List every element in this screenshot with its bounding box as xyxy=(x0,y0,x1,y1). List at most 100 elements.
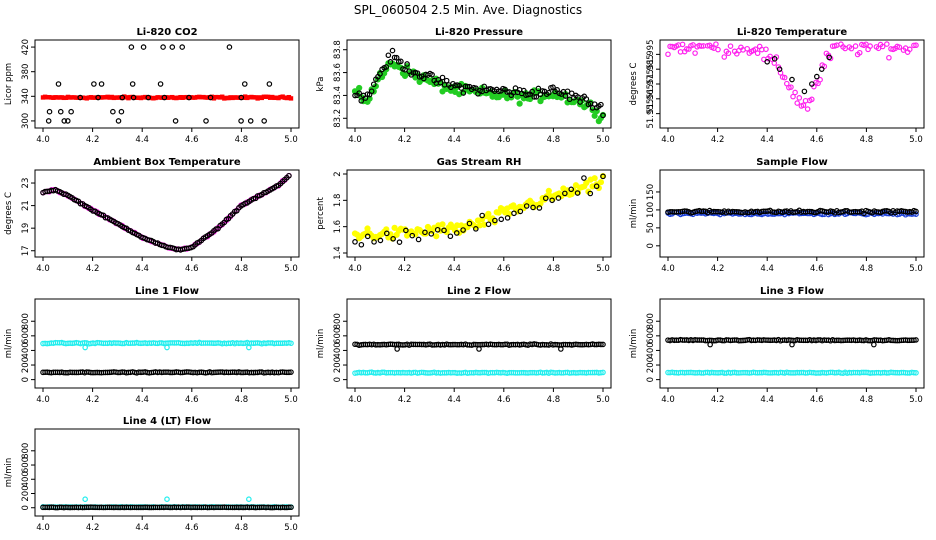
x-tick-label: 4.2 xyxy=(86,135,100,145)
data-point xyxy=(558,346,564,352)
data-point xyxy=(679,41,686,48)
data-point xyxy=(246,344,252,351)
data-point xyxy=(394,346,400,352)
data-point xyxy=(415,236,422,243)
y-tick-label: 800 xyxy=(21,443,31,459)
panel-title: Sample Flow xyxy=(756,157,828,168)
data-point xyxy=(545,187,552,194)
panel-title: Gas Stream RH xyxy=(437,157,522,168)
data-point xyxy=(288,504,294,511)
data-point xyxy=(600,369,606,376)
data-point xyxy=(598,101,604,108)
data-point xyxy=(600,112,606,119)
data-point xyxy=(179,44,186,50)
data-point xyxy=(460,227,466,233)
data-point xyxy=(130,94,137,101)
series-overlay xyxy=(665,207,919,217)
data-point xyxy=(587,190,594,197)
series-primary xyxy=(40,339,294,351)
data-point xyxy=(460,90,467,96)
x-tick-label: 4.4 xyxy=(135,135,149,145)
data-point xyxy=(140,44,147,50)
x-tick-label: 5.0 xyxy=(909,264,923,274)
plot-frame xyxy=(34,39,300,129)
data-point xyxy=(368,88,375,95)
data-point xyxy=(530,204,536,211)
data-point xyxy=(377,237,384,244)
x-tick-label: 4.8 xyxy=(547,135,561,145)
x-tick-label: 4.4 xyxy=(760,395,774,405)
y-tick-label: 400 xyxy=(646,342,656,358)
data-point xyxy=(61,118,68,124)
y-tick-label: 0 xyxy=(21,377,31,382)
y-tick-label: 19 xyxy=(21,223,31,234)
data-point xyxy=(794,100,801,106)
data-point xyxy=(385,52,392,59)
data-point xyxy=(809,81,815,87)
data-point xyxy=(555,195,562,201)
data-point xyxy=(65,118,71,124)
data-point xyxy=(913,370,919,376)
x-tick-label: 5.0 xyxy=(284,395,298,405)
y-tick-label: 83.2 xyxy=(333,109,343,128)
data-point xyxy=(591,175,598,182)
data-point xyxy=(504,89,510,95)
data-point xyxy=(98,81,105,87)
data-point xyxy=(597,179,605,186)
data-point xyxy=(913,42,919,49)
series-primary xyxy=(40,172,292,253)
data-point xyxy=(46,108,53,115)
series-overlay xyxy=(40,172,292,253)
x-tick-label: 5.0 xyxy=(596,264,610,274)
data-point xyxy=(250,195,257,202)
x-tick-label: 4.8 xyxy=(547,264,561,274)
data-point xyxy=(485,210,492,217)
data-point xyxy=(129,81,136,87)
x-tick-label: 4.2 xyxy=(711,135,725,145)
series-primary xyxy=(665,41,919,112)
x-tick-label: 4.4 xyxy=(447,395,461,405)
x-tick-label: 5.0 xyxy=(284,135,298,145)
series-primary xyxy=(352,369,606,377)
data-point xyxy=(692,50,698,56)
data-point xyxy=(713,41,719,47)
y-tick-label: 2 xyxy=(333,171,343,176)
x-tick-label: 4.4 xyxy=(135,523,149,533)
data-point xyxy=(498,216,505,223)
data-point xyxy=(387,59,394,65)
data-point xyxy=(391,224,398,231)
data-point xyxy=(422,229,428,236)
y-tick-label: 150 xyxy=(646,184,656,200)
data-point xyxy=(288,340,294,347)
y-tick-label: 50 xyxy=(646,222,656,233)
data-point xyxy=(707,341,713,348)
data-point xyxy=(801,88,808,95)
series-overlay xyxy=(352,47,606,119)
data-point xyxy=(871,341,877,348)
panel-title: Line 4 (LT) Flow xyxy=(123,416,211,427)
data-point xyxy=(542,195,549,202)
y-tick-label: 400 xyxy=(21,471,31,487)
data-point xyxy=(913,208,919,215)
x-tick-label: 5.0 xyxy=(909,395,923,405)
y-tick-label: 800 xyxy=(646,313,656,329)
data-point xyxy=(808,96,815,103)
x-tick-label: 4.6 xyxy=(185,395,199,405)
x-tick-label: 5.0 xyxy=(596,135,610,145)
data-point xyxy=(473,226,479,232)
data-point xyxy=(238,118,244,124)
y-tick-label: 51.955 xyxy=(646,99,656,129)
y-tick-label: 83.4 xyxy=(333,86,343,105)
data-point xyxy=(562,93,569,99)
data-point xyxy=(371,239,377,245)
y-tick-label: 340 xyxy=(21,88,31,104)
data-point xyxy=(485,221,492,228)
data-point xyxy=(398,58,404,65)
panel-3: Ambient Box Temperature 4.0 4.2 4.4 4.6 4.8 5.… xyxy=(4,157,300,274)
data-point xyxy=(95,94,101,101)
y-tick-label: 800 xyxy=(333,313,343,329)
plot-frame xyxy=(346,39,612,129)
y-tick-label: 200 xyxy=(21,485,31,501)
data-point xyxy=(792,89,798,96)
data-point xyxy=(128,44,135,50)
